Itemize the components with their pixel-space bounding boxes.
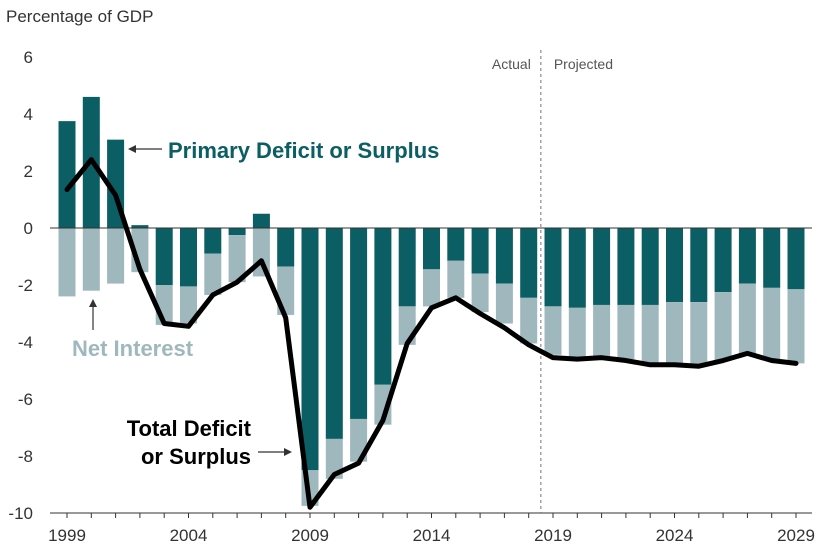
- x-tick-label: 2009: [291, 526, 329, 545]
- primary-bar: [325, 228, 343, 439]
- x-tick-label: 2029: [777, 526, 815, 545]
- net-interest-bar: [617, 304, 635, 360]
- x-tick-label: 2014: [413, 526, 451, 545]
- net-interest-bar: [690, 302, 708, 367]
- net-interest-bar: [520, 297, 538, 344]
- primary-bar: [690, 228, 708, 303]
- projected-label: Projected: [554, 56, 613, 72]
- x-tick-label: 2019: [534, 526, 572, 545]
- primary-bar: [568, 228, 586, 308]
- total-deficit-line-group: [64, 157, 799, 510]
- net-interest-bar: [738, 283, 756, 354]
- y-tick-label: -8: [18, 447, 33, 466]
- actual-label: Actual: [492, 56, 531, 72]
- primary-bar: [593, 228, 611, 305]
- net-interest-bar: [204, 253, 222, 295]
- y-tick-label: 0: [24, 219, 33, 238]
- y-tick-label: -6: [18, 390, 33, 409]
- primary-annotation: Primary Deficit or Surplus: [168, 138, 439, 163]
- total-annotation-line2: or Surplus: [141, 444, 251, 469]
- net-interest-bar: [447, 260, 465, 298]
- net-interest-bar: [58, 228, 76, 297]
- net-interest-bar: [787, 289, 805, 364]
- primary-bar: [350, 228, 368, 419]
- primary-arrow-head: [128, 145, 136, 153]
- net-interest-bar: [593, 304, 611, 357]
- primary-bar: [520, 228, 538, 298]
- actual-projected-divider: Actual Projected: [492, 50, 613, 513]
- net-interest-bar: [568, 307, 586, 358]
- primary-bar: [131, 225, 149, 228]
- net-interest-bar: [544, 306, 562, 355]
- y-tick-label: -10: [8, 504, 33, 523]
- net-interest-bar: [325, 438, 343, 479]
- y-tick-label: 4: [24, 105, 33, 124]
- primary-bar: [58, 121, 76, 228]
- primary-bar: [228, 228, 246, 236]
- total-deficit-line: [64, 157, 799, 510]
- primary-bar: [155, 228, 173, 285]
- primary-bar: [204, 228, 222, 254]
- interest-arrow-head: [89, 299, 97, 307]
- x-axis: 1999 2004 2009 2014 2019 2024 2029: [48, 512, 815, 545]
- primary-bar: [641, 228, 659, 305]
- primary-bar: [277, 228, 295, 267]
- y-axis-title: Percentage of GDP: [6, 7, 153, 26]
- net-interest-bar: [107, 228, 125, 284]
- total-annotation-line1: Total Deficit: [127, 416, 252, 441]
- net-interest-bar: [180, 286, 197, 324]
- net-interest-bar: [228, 235, 246, 283]
- y-tick-label: 2: [24, 162, 33, 181]
- primary-bar: [738, 228, 756, 284]
- net-interest-bar: [763, 287, 781, 361]
- x-tick-label: 2024: [656, 526, 694, 545]
- annotations: Primary Deficit or Surplus Net Interest To…: [72, 138, 439, 469]
- primary-bar: [471, 228, 489, 274]
- primary-bar: [714, 228, 732, 293]
- primary-bar: [544, 228, 562, 307]
- primary-bar: [398, 228, 416, 307]
- primary-bar: [666, 228, 683, 303]
- x-tick-label: 2004: [170, 526, 208, 545]
- net-interest-bar: [423, 269, 440, 307]
- primary-bar: [252, 213, 270, 228]
- net-interest-bar: [495, 283, 513, 324]
- net-interest-bar: [666, 302, 683, 365]
- primary-bar: [447, 228, 465, 261]
- primary-bar: [374, 228, 392, 385]
- primary-bar: [763, 228, 781, 288]
- y-tick-label: -2: [18, 276, 33, 295]
- x-tick-label: 1999: [48, 526, 86, 545]
- bar-group: [50, 96, 812, 506]
- net-interest-bar: [714, 292, 732, 361]
- primary-bar: [617, 228, 635, 305]
- net-interest-bar: [641, 304, 659, 364]
- y-tick-label: 6: [24, 48, 33, 67]
- primary-bar: [423, 228, 440, 270]
- total-arrow-head: [284, 448, 292, 456]
- y-axis: 6 4 2 0 -2 -4 -6 -8 -10: [8, 48, 33, 523]
- net-interest-bar: [82, 228, 100, 291]
- primary-bar: [495, 228, 513, 284]
- net-interest-bar: [471, 273, 489, 313]
- primary-bar: [787, 228, 805, 290]
- primary-bar: [301, 228, 319, 471]
- net-interest-annotation: Net Interest: [72, 336, 194, 361]
- y-tick-label: -4: [18, 333, 33, 352]
- primary-bar: [180, 228, 197, 287]
